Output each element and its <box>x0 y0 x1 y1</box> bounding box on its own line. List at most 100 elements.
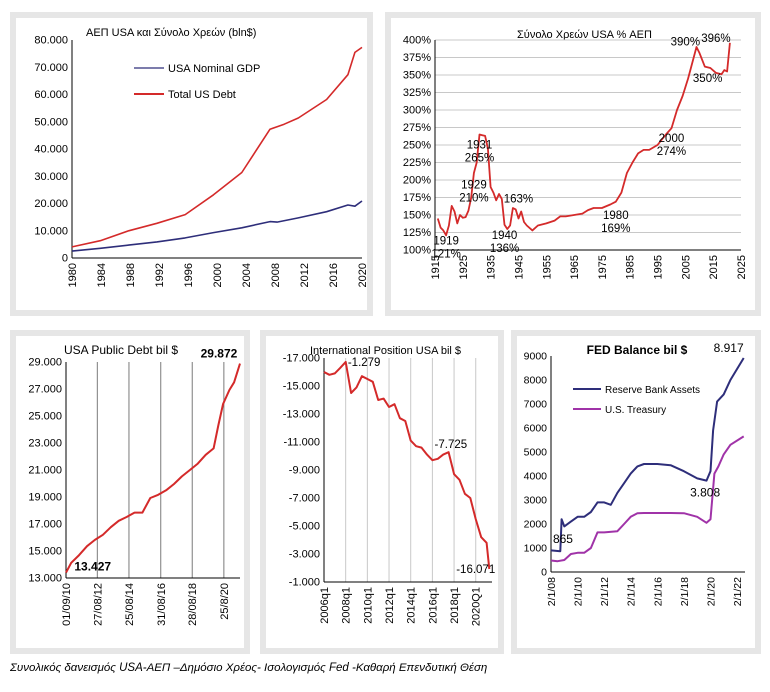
y-tick-label: 60.000 <box>34 89 68 101</box>
annotation-line: 210% <box>459 192 488 204</box>
x-tick-label: 2012 <box>299 263 311 287</box>
series-line-0 <box>323 360 491 570</box>
y-tick-label: 20.000 <box>34 198 68 210</box>
chart-debt-pct-gdp: Σύνολο Χρεών USA % ΑΕΠ 100% 125% 150% 175% 20… <box>403 29 748 279</box>
x-tick-label: 2/1/20 <box>705 577 717 606</box>
annotation-line: 350% <box>693 73 722 85</box>
x-tick-label: 2004 <box>241 263 253 287</box>
y-tick-label: 125% <box>403 227 431 239</box>
y-tick-label: 25.000 <box>28 411 62 423</box>
legend-label: U.S. Treasury <box>605 405 666 416</box>
y-tick-label: 6000 <box>524 423 548 435</box>
y-tick-label: 40.000 <box>34 144 68 156</box>
y-tick-label: 13.000 <box>28 573 62 585</box>
y-tick-label: 50.000 <box>34 116 68 128</box>
y-tick-label: 375% <box>403 52 431 64</box>
y-tick-label: 2000 <box>524 519 548 531</box>
x-tick-label: 2016 <box>328 263 340 287</box>
annotation-label: -1.279 <box>348 357 381 369</box>
y-tick-label: 30.000 <box>34 171 68 183</box>
y-tick-label: 250% <box>403 140 431 152</box>
chart-title: ΑΕΠ USA και Σύνολο Χρεών (bln$) <box>86 27 256 39</box>
y-tick-label: 1000 <box>524 543 548 555</box>
annotation-label: 396% <box>701 33 730 45</box>
x-tick-label: 2/1/14 <box>626 577 638 606</box>
x-tick-label: 01/09/10 <box>61 583 73 626</box>
y-tick-label: 80.000 <box>34 35 68 47</box>
x-tick-label: 25/08/14 <box>124 583 136 626</box>
x-tick-label: 1965 <box>569 255 581 279</box>
x-tick-label: 25/8/20 <box>219 583 231 620</box>
annotation-label: 1931 265% <box>465 140 494 165</box>
annotation-line: 265% <box>465 153 494 165</box>
chart-title: International Position USA bil $ <box>310 345 461 357</box>
annotation-label: 350% <box>693 73 722 85</box>
x-tick-label: 2006q1 <box>319 587 331 624</box>
y-tick-label: 3000 <box>524 495 548 507</box>
panel-gdp-debt: ΑΕΠ USA και Σύνολο Χρεών (bln$) 0 10.000 20… <box>16 18 369 310</box>
y-tick-label: 10.000 <box>34 225 68 237</box>
annotation-label: -7.725 <box>435 439 468 451</box>
y-tick-label: 200% <box>403 175 431 187</box>
min-value-label: 13.427 <box>74 560 111 574</box>
x-tick-label: 2/1/12 <box>599 577 611 606</box>
x-tick-label: 2005 <box>680 255 692 279</box>
y-tick-label: -13.000 <box>283 409 320 421</box>
y-tick-label: 100% <box>403 245 431 257</box>
y-tick-label: 300% <box>403 105 431 117</box>
y-tick-label: 15.000 <box>28 546 62 558</box>
annotation-line: 1919 <box>433 235 459 247</box>
annotation-label: 1940 136% <box>490 230 519 255</box>
x-tick-label: 1985 <box>625 255 637 279</box>
y-tick-label: 9000 <box>524 351 548 363</box>
annotation-line: 136% <box>490 243 519 255</box>
annotation-line: 121% <box>431 248 460 260</box>
y-tick-label: 23.000 <box>28 438 62 450</box>
y-tick-label: 275% <box>403 122 431 134</box>
x-tick-label: 2010q1 <box>362 587 374 624</box>
annotation-label: 1929 210% <box>459 179 488 204</box>
legend-label: Total US Debt <box>168 89 236 101</box>
x-tick-label: 1996 <box>183 263 195 287</box>
x-tick-label: 1995 <box>653 255 665 279</box>
chart-fed-balance: FED Balance bil $ 0 1000 2000 3000 4000 5000 60… <box>524 341 745 606</box>
x-tick-label: 1980 <box>67 263 79 287</box>
annotation-line: 1940 <box>492 230 518 242</box>
y-tick-label: 400% <box>403 35 431 47</box>
series-line-0 <box>65 363 241 574</box>
x-tick-label: 1988 <box>125 263 137 287</box>
series-line-total-us-debt <box>71 46 363 248</box>
x-tick-label: 1915 <box>430 255 442 279</box>
y-tick-label: 8000 <box>524 375 548 387</box>
x-tick-label: 1955 <box>541 255 553 279</box>
annotation-label: 2000 274% <box>657 133 686 158</box>
annotation-label: 1980 169% <box>601 210 630 235</box>
chart-public-debt: USA Public Debt bil $ 13.000 15.000 17.000 1… <box>28 343 241 626</box>
chart-title: Σύνολο Χρεών USA % ΑΕΠ <box>517 29 652 41</box>
chart-gdp-debt: ΑΕΠ USA και Σύνολο Χρεών (bln$) 0 10.000 20… <box>34 27 369 287</box>
y-tick-label: 17.000 <box>28 519 62 531</box>
y-tick-label: 0 <box>541 567 547 579</box>
panel-fed-balance: FED Balance bil $ 0 1000 2000 3000 4000 5000 60… <box>517 336 755 648</box>
y-tick-label: 175% <box>403 192 431 204</box>
x-tick-label: 2020Q1 <box>471 587 483 626</box>
annotation-line: 163% <box>504 193 533 205</box>
x-tick-label: 1975 <box>597 255 609 279</box>
x-tick-label: 2014q1 <box>406 587 418 624</box>
x-tick-label: 1925 <box>458 255 470 279</box>
x-tick-label: 1984 <box>96 263 108 287</box>
annotation-line: 169% <box>601 223 630 235</box>
series-line-usa-nominal-gdp <box>71 200 363 252</box>
y-tick-label: -5.000 <box>289 521 320 533</box>
x-tick-label: 2012q1 <box>384 587 396 624</box>
annotation-line: 2000 <box>659 133 685 145</box>
annotation-line: 274% <box>657 146 686 158</box>
x-tick-label: 28/08/18 <box>187 583 199 626</box>
y-tick-label: 350% <box>403 70 431 82</box>
y-tick-label: -9.000 <box>289 465 320 477</box>
y-tick-label: -11.000 <box>284 437 321 449</box>
y-tick-label: 0 <box>62 253 68 265</box>
y-tick-label: -3.000 <box>289 549 320 561</box>
annotation-label: -16.071 <box>456 564 495 576</box>
x-tick-label: 1935 <box>486 255 498 279</box>
